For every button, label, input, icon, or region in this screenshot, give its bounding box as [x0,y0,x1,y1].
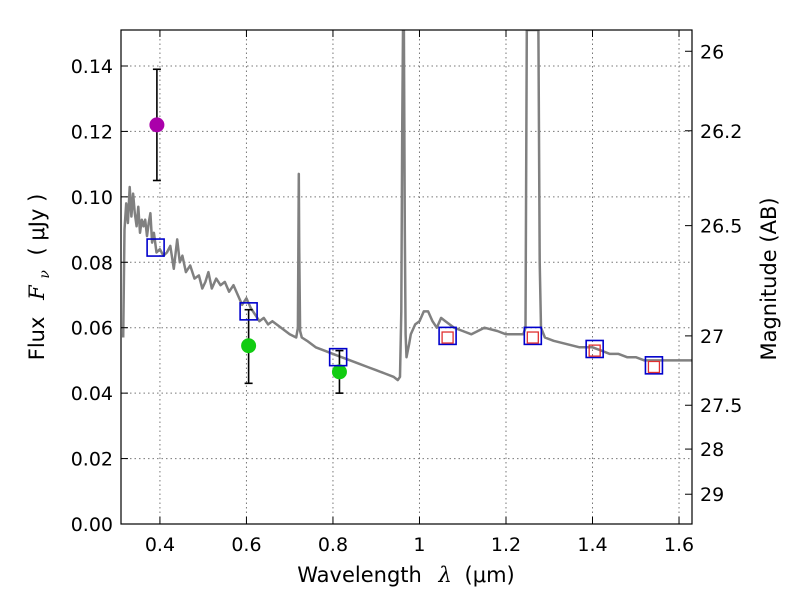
y2-tick-label: 26.5 [700,216,742,238]
model-photometry-square [585,339,604,359]
y2-tick-label: 29 [700,484,724,506]
y2-tick-label: 27 [700,326,724,348]
model-photometry-square [438,326,457,346]
observed-photometry-square [526,331,539,344]
y2-tick-label: 26 [700,41,724,63]
y-axis-title-subscript: ν [37,270,53,279]
x-tick-label: 1.4 [577,534,607,556]
y-axis: 0.00 0.02 0.04 0.06 0.08 0.10 0.12 0.14 [71,56,128,536]
y2-tick-label: 27.5 [700,395,742,417]
observed-photometry-square [441,331,454,344]
x-axis-title-symbol: λ [438,563,452,587]
y-tick-label: 0.08 [71,252,113,274]
y2-axis: 26 26.2 26.5 27 27.5 28 29 [685,41,742,506]
model-photometry-square [644,356,664,375]
x-axis-title-unit: (μm) [465,563,515,587]
x-tick-label: 0.8 [318,534,348,556]
observed-photometry-square [588,344,601,357]
plot-frame [120,29,693,525]
y-tick-label: 0.04 [71,383,113,405]
observed-photometry-square [647,360,661,374]
y-axis-title: Flux F ν ( μJy ) [25,194,54,361]
y-tick-label: 0.14 [71,56,113,78]
y-axis-title-text: Flux [25,317,49,361]
y-tick-label: 0.12 [71,121,113,143]
detection-point [149,117,165,133]
y-tick-label: 0.00 [71,514,113,536]
x-tick-label: 1.2 [491,534,521,556]
y2-tick-label: 26.2 [700,121,742,143]
model-spectrum-line [121,30,692,382]
detection-point [241,338,257,354]
y-axis-title-unit: ( μJy ) [25,194,49,256]
model-photometry-square [523,326,543,346]
model-photometry-square [146,238,165,257]
x-tick-label: 0.4 [145,534,175,556]
model-photometry-square [328,347,348,367]
x-axis: 0.4 0.6 0.8 1 1.2 1.4 1.6 [145,30,694,556]
model-spectrum [121,30,692,382]
y-tick-label: 0.06 [71,318,113,340]
x-axis-title: Wavelength λ (μm) [297,563,514,587]
y2-tick-label: 28 [700,439,724,461]
y2-axis-title: Magnitude (AB) [757,197,781,360]
x-axis-title-text: Wavelength [297,563,422,587]
y-tick-label: 0.02 [71,449,113,471]
grid [121,30,692,524]
detection-point [331,364,347,380]
x-tick-label: 1 [413,534,425,556]
x-tick-label: 0.6 [231,534,261,556]
photometry-marks [146,68,664,394]
x-tick-label: 1.6 [664,534,694,556]
model-photometry-square [239,302,258,321]
y-tick-label: 0.10 [71,187,113,209]
y-axis-title-symbol: F [25,284,49,301]
